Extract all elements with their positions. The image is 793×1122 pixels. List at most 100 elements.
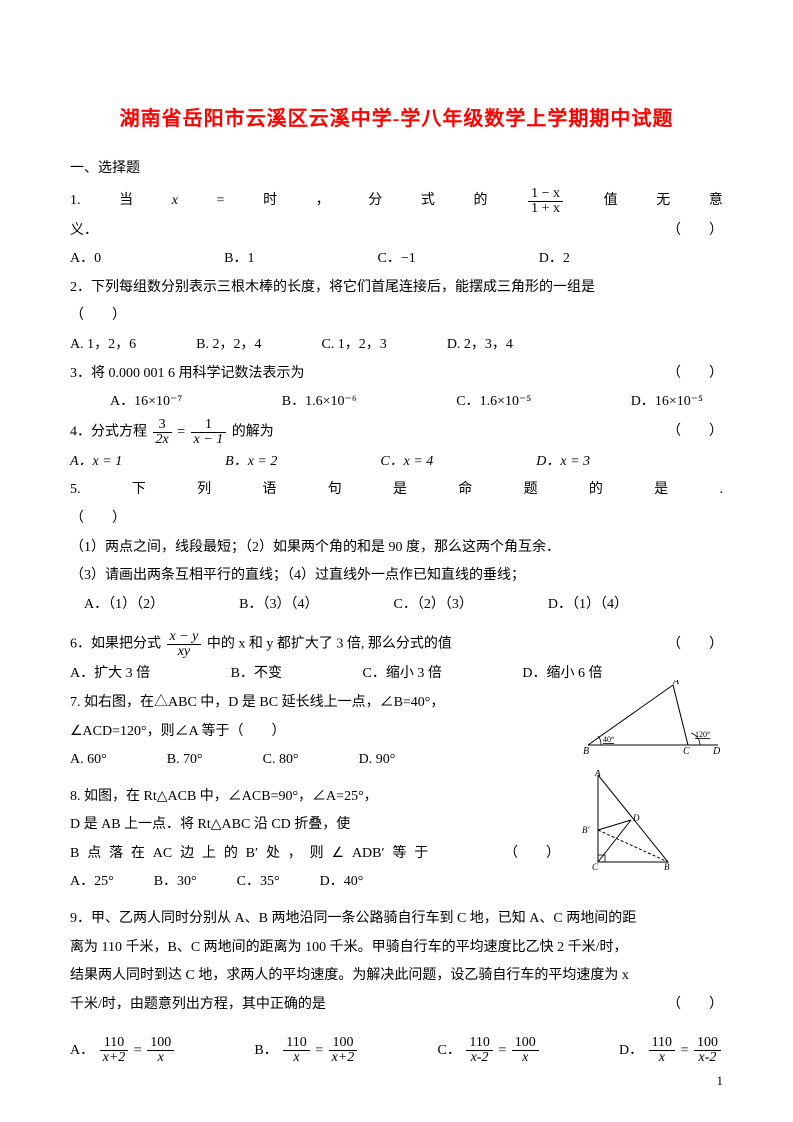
option-b: B．1 — [224, 246, 254, 273]
q5-stem: 5. 下 列 语 句 是 命 题 的 是 . — [70, 477, 723, 504]
label-a: A — [594, 770, 601, 778]
fraction: 1 − x 1 + x — [528, 187, 563, 216]
math: 1.6×10⁻⁵ — [480, 389, 532, 416]
text: C． — [456, 389, 479, 416]
q8-l3: B 点 落 在 AC 边 上 的 B′ 处 ， 则 ∠ ADB′ 等 于 （ ） — [70, 841, 560, 868]
denominator: x-2 — [694, 1051, 721, 1065]
option-b: B．（3）（4） — [239, 592, 318, 619]
answer-paren: （ ） — [667, 218, 723, 245]
option-a: A．扩大 3 倍 — [70, 661, 150, 688]
label-c: C — [683, 746, 690, 755]
q4-stem: 4．分式方程 32x = 1x − 1 的解为 （ ） — [70, 418, 723, 447]
text: ADB′ — [352, 841, 385, 868]
denominator: x — [147, 1051, 174, 1065]
option-d: D． 110x = 100x-2 — [619, 1036, 723, 1065]
denominator: x — [512, 1051, 539, 1065]
q1-options: A．0 B．1 C．−1 D．2 — [70, 246, 723, 273]
label-d: D — [632, 813, 640, 823]
option-b: B．x = 2 — [225, 449, 277, 476]
triangle-figure-q7: A B C D 40° 120° — [583, 680, 723, 755]
fraction: 32x — [153, 418, 172, 447]
text: 则 — [310, 841, 324, 868]
numerator: 100 — [694, 1036, 721, 1051]
option-a: A． 110x+2 = 100x — [70, 1036, 176, 1065]
text: 5. — [70, 477, 81, 504]
text: 句 — [328, 477, 342, 504]
option-a: A. 60° — [70, 747, 107, 774]
q3-options: A．16×10⁻⁷ B．1.6×10⁻⁶ C．1.6×10⁻⁵ D．16×10⁻… — [70, 389, 723, 416]
q9-l3: 结果两人同时到达 C 地，求两人的平均速度。为解决此问题，设乙骑自行车的平均速度… — [70, 963, 723, 990]
text: ， — [316, 188, 330, 215]
text: AC — [153, 841, 172, 868]
text: B′ — [246, 841, 258, 868]
denominator: x — [283, 1051, 309, 1065]
q8-options: A．25° B．30° C．35° D．40° — [70, 869, 723, 896]
option-d: D．（1）（4） — [548, 592, 628, 619]
text: D． — [619, 1038, 643, 1065]
text: ， — [288, 841, 302, 868]
label-40: 40° — [603, 735, 614, 744]
q1-stem-line1: 1. 当 x = 时 ， 分 式 的 1 − x 1 + x 值 无 意 — [70, 187, 723, 216]
text: D． — [631, 389, 655, 416]
q5-options: A．（1）（2） B．（3）（4） C．（2）（3） D．（1）（4） — [70, 592, 723, 619]
fraction: 110x — [649, 1036, 675, 1065]
denominator: x+2 — [100, 1051, 129, 1065]
q7-l1: 7. 如右图，在△ABC 中，D 是 BC 延长线上一点，∠B=40°， — [70, 690, 550, 717]
option-b: B．30° — [154, 869, 197, 896]
text: 下 — [132, 477, 146, 504]
option-d: D. 90° — [359, 747, 396, 774]
option-d: D．40° — [320, 869, 364, 896]
label-d: D — [712, 746, 721, 755]
numerator: 100 — [512, 1036, 539, 1051]
text: 1. — [70, 188, 81, 215]
text: x — [172, 188, 178, 215]
label-c: C — [592, 862, 599, 870]
text: 3．将 0.000 001 6 用科学记数法表示为 — [70, 361, 305, 388]
triangle-figure-q8: A B B′ C D — [578, 770, 673, 870]
eq: = — [681, 1038, 689, 1065]
answer-paren: （ ） — [667, 992, 723, 1019]
eq: = — [177, 424, 188, 439]
text: 在 — [131, 841, 145, 868]
text: 的 — [224, 841, 238, 868]
option-c: C．35° — [237, 869, 280, 896]
q4-options: A．x = 1 B．x = 2 C．x = 4 D．x = 3 — [70, 449, 723, 476]
q5-sub1: （1）两点之间，线段最短；（2）如果两个角的和是 90 度，那么这两个角互余． — [70, 535, 723, 562]
answer-paren: （ ） — [667, 419, 723, 446]
text: A． — [70, 1038, 94, 1065]
denominator: xy — [167, 645, 202, 659]
text: 边 — [180, 841, 194, 868]
option-a: A. 1，2，6 — [70, 332, 136, 359]
option-c: C． 110x-2 = 100x — [438, 1036, 541, 1065]
text: 点 — [87, 841, 101, 868]
denominator: x − 1 — [191, 433, 227, 447]
q6-left: 6．如果把分式 x − yxy 中的 x 和 y 都扩大了 3 倍, 那么分式的… — [70, 630, 452, 659]
text: 是 — [393, 477, 407, 504]
denominator: 2x — [153, 433, 172, 447]
page: 湖南省岳阳市云溪区云溪中学-学八年级数学上学期期中试题 一、选择题 1. 当 x… — [0, 0, 793, 1122]
q9-l2: 离为 110 千米，B、C 两地间的距离为 100 千米。甲骑自行车的平均速度比… — [70, 935, 723, 962]
fraction: 100x — [512, 1036, 539, 1065]
option-c: C. 1，2，3 — [321, 332, 386, 359]
label-a: A — [672, 680, 680, 687]
text: 值 — [604, 188, 618, 215]
numerator: 110 — [466, 1036, 492, 1051]
denominator: x — [649, 1051, 675, 1065]
numerator: 110 — [283, 1036, 309, 1051]
option-b: B. 2，2，4 — [196, 332, 261, 359]
numerator: x − y — [167, 630, 202, 645]
text: . — [719, 477, 723, 504]
denominator: x-2 — [466, 1051, 492, 1065]
text: B． — [254, 1038, 277, 1065]
text: 题 — [524, 477, 538, 504]
numerator: 100 — [147, 1036, 174, 1051]
text: 上 — [202, 841, 216, 868]
numerator: 110 — [100, 1036, 129, 1051]
fraction: 100x+2 — [329, 1036, 358, 1065]
text: 分 — [368, 188, 382, 215]
text: 列 — [197, 477, 211, 504]
option-c: C．（2）（3） — [394, 592, 473, 619]
option-a: A．0 — [70, 246, 101, 273]
q6-stem: 6．如果把分式 x − yxy 中的 x 和 y 都扩大了 3 倍, 那么分式的… — [70, 630, 723, 659]
numerator: 100 — [329, 1036, 358, 1051]
